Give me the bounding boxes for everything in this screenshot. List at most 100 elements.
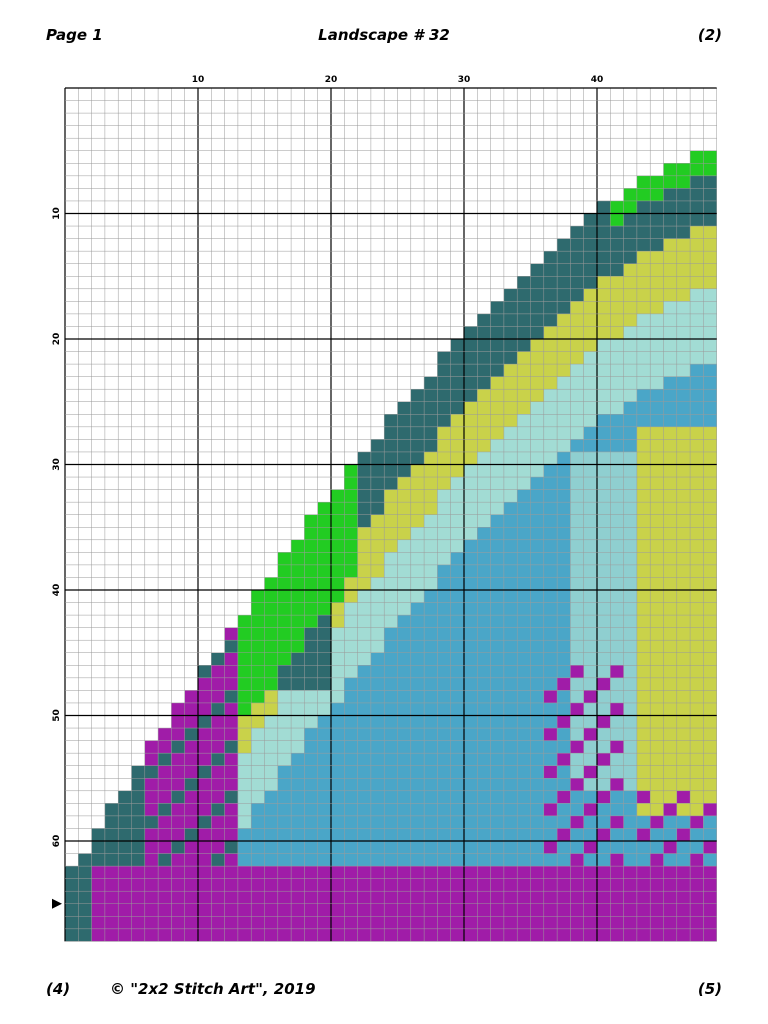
stitch-cell — [424, 502, 438, 515]
stitch-cell — [610, 451, 624, 465]
stitch-cell — [676, 841, 691, 854]
stitch-cell — [357, 665, 371, 678]
stitch-cell — [344, 677, 358, 691]
stitch-cell — [703, 866, 717, 879]
stitch-cell — [490, 765, 504, 779]
stitch-cell — [464, 464, 478, 478]
stitch-cell — [530, 753, 544, 766]
stitch-cell — [597, 866, 611, 879]
stitch-cell — [344, 652, 358, 666]
stitch-cell — [264, 815, 278, 829]
stitch-cell — [424, 803, 438, 816]
stitch-cell — [676, 552, 691, 565]
stitch-cell — [570, 539, 584, 553]
stitch-cell — [623, 200, 637, 214]
stitch-cell — [464, 853, 478, 867]
stitch-cell — [676, 451, 691, 465]
stitch-cell — [370, 652, 385, 666]
stitch-cell — [703, 577, 717, 590]
stitch-cell — [91, 841, 105, 854]
stitch-cell — [437, 753, 451, 766]
stitch-cell — [291, 790, 305, 804]
stitch-cell — [703, 150, 717, 164]
stitch-cell — [517, 665, 531, 678]
stitch-cell — [331, 878, 345, 892]
stitch-cell — [450, 564, 464, 578]
stitch-cell — [304, 928, 318, 942]
stitch-cell — [410, 891, 425, 904]
stitch-cell — [690, 464, 704, 478]
stitch-cell — [424, 451, 438, 465]
stitch-cell — [424, 828, 438, 841]
stitch-cell — [623, 564, 637, 578]
stitch-cell — [91, 903, 105, 917]
stitch-cell — [277, 602, 292, 616]
stitch-cell — [450, 841, 464, 854]
stitch-cell — [636, 200, 651, 214]
stitch-cell — [317, 640, 331, 653]
stitch-cell — [251, 590, 265, 603]
stitch-cell — [676, 527, 691, 540]
stitch-cell — [690, 564, 704, 578]
stitch-cell — [690, 790, 704, 804]
stitch-cell — [357, 702, 371, 716]
stitch-cell — [65, 878, 79, 892]
stitch-cell — [570, 351, 584, 365]
stitch-cell — [676, 903, 691, 917]
stitch-cell — [703, 439, 717, 452]
stitch-cell — [331, 753, 345, 766]
stitch-cell — [397, 853, 411, 867]
stitch-cell — [503, 339, 518, 352]
stitch-cell — [663, 238, 677, 252]
stitch-cell — [650, 891, 664, 904]
stitch-cell — [650, 414, 664, 427]
stitch-cell — [557, 251, 571, 264]
stitch-cell — [331, 853, 345, 867]
stitch-cell — [676, 426, 691, 440]
stitch-cell — [171, 740, 185, 754]
stitch-cell — [490, 364, 504, 377]
stitch-cell — [597, 213, 611, 227]
stitch-cell — [517, 803, 531, 816]
stitch-cell — [597, 765, 611, 779]
stitch-cell — [583, 288, 597, 302]
stitch-cell — [597, 226, 611, 239]
stitch-cell — [663, 778, 677, 791]
stitch-cell — [397, 464, 411, 478]
stitch-cell — [650, 564, 664, 578]
stitch-cell — [703, 163, 717, 176]
stitch-cell — [570, 627, 584, 641]
stitch-cell — [543, 615, 558, 628]
stitch-cell — [517, 853, 531, 867]
stitch-cell — [690, 853, 704, 867]
stitch-cell — [331, 702, 345, 716]
stitch-cell — [570, 326, 584, 339]
stitch-cell — [583, 891, 597, 904]
stitch-cell — [557, 627, 571, 641]
stitch-cell — [477, 652, 491, 666]
stitch-cell — [663, 502, 677, 515]
stitch-cell — [317, 577, 331, 590]
stitch-cell — [636, 389, 651, 402]
stitch-cell — [370, 753, 385, 766]
stitch-cell — [503, 527, 518, 540]
stitch-cell — [583, 414, 597, 427]
stitch-cell — [517, 577, 531, 590]
stitch-cell — [676, 778, 691, 791]
stitch-cell — [477, 928, 491, 942]
stitch-cell — [557, 640, 571, 653]
stitch-cell — [597, 740, 611, 754]
stitch-cell — [663, 351, 677, 365]
stitch-cell — [370, 841, 385, 854]
stitch-cell — [503, 790, 518, 804]
stitch-cell — [131, 828, 145, 841]
stitch-cell — [384, 803, 398, 816]
stitch-cell — [158, 891, 172, 904]
stitch-cell — [636, 790, 651, 804]
stitch-cell — [437, 577, 451, 590]
stitch-cell — [370, 903, 385, 917]
stitch-cell — [144, 790, 159, 804]
stitch-cell — [211, 715, 225, 729]
stitch-cell — [237, 803, 252, 816]
stitch-cell — [158, 878, 172, 892]
